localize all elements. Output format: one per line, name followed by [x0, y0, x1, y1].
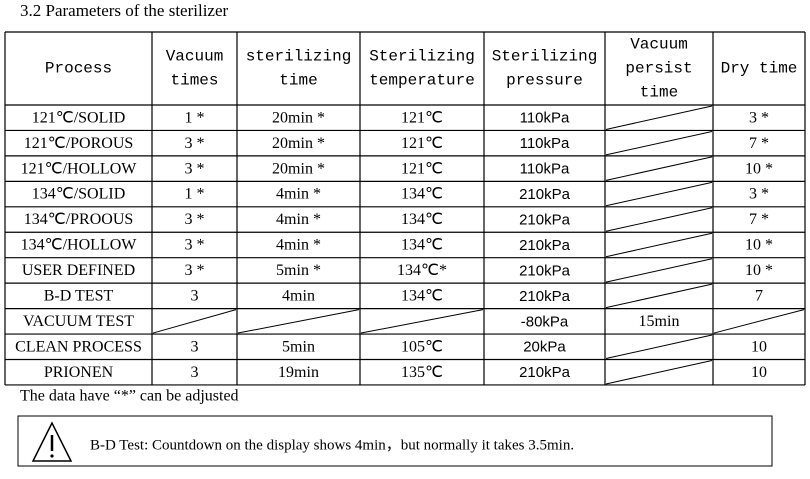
table-cell: 10 *: [745, 262, 773, 279]
table-cell: 15min: [639, 313, 680, 330]
empty-cell-slash: [237, 309, 360, 334]
table-cell: 121℃/SOLID: [32, 109, 126, 126]
table-cell: 7 *: [749, 135, 769, 152]
table-cell: 3 *: [749, 109, 769, 126]
heading: 3.2 Parameters of the sterilizer: [20, 1, 229, 20]
table-cell: 3 *: [185, 237, 205, 254]
header-cell: time: [279, 72, 317, 90]
table-cell: 134℃/SOLID: [32, 186, 126, 203]
empty-cell-slash: [713, 309, 805, 334]
table-cell: 121℃/HOLLOW: [21, 160, 138, 177]
empty-cell-slash: [605, 207, 713, 232]
table-cell: B-D TEST: [44, 288, 114, 305]
table-cell: 10 *: [745, 237, 773, 254]
header-cell: persist: [625, 60, 692, 78]
table-cell: 3 *: [749, 186, 769, 203]
table-cell: 121℃/POROUS: [24, 135, 134, 152]
table-cell: CLEAN PROCESS: [15, 338, 142, 355]
table-cell: 4min *: [276, 186, 321, 203]
table-cell: 121℃: [401, 109, 443, 126]
table-cell: 19min: [278, 364, 319, 381]
table-cell: 1 *: [185, 186, 205, 203]
table-cell: 210kPa: [519, 237, 571, 254]
table-cell: 3 *: [185, 262, 205, 279]
table-cell: 210kPa: [519, 262, 571, 279]
table-cell: 20kPa: [523, 339, 566, 356]
empty-cell-slash: [605, 156, 713, 181]
header-cell: temperature: [369, 72, 475, 90]
table-cell: 3 *: [185, 160, 205, 177]
table-cell: 1 *: [185, 109, 205, 126]
empty-cell-slash: [605, 334, 713, 359]
header-cell: time: [640, 84, 678, 102]
table-cell: 134℃: [401, 186, 443, 203]
table-cell: VACUUM TEST: [23, 313, 134, 330]
header-cell: Process: [45, 60, 112, 78]
table-cell: PRIONEN: [44, 364, 114, 381]
empty-cell-slash: [605, 181, 713, 207]
header-cell: pressure: [506, 72, 583, 90]
table-cell: 4min *: [276, 211, 321, 228]
empty-cell-slash: [605, 360, 713, 385]
table-cell: 20min *: [272, 109, 325, 126]
header-cell: Vacuum: [630, 36, 688, 54]
table-cell: 10: [751, 338, 767, 355]
table-cell: 210kPa: [519, 186, 571, 203]
table-cell: 110kPa: [520, 161, 570, 178]
table-cell: 110kPa: [520, 110, 570, 127]
table-cell: 134℃/HOLLOW: [21, 237, 138, 254]
table-cell: USER DEFINED: [22, 262, 135, 279]
empty-cell-slash: [605, 258, 713, 283]
table-cell: 5min *: [276, 262, 321, 279]
table-cell: 20min *: [272, 160, 325, 177]
warning-box: [17, 415, 773, 467]
table-cell: 7 *: [749, 211, 769, 228]
table-cell: 134℃: [401, 237, 443, 254]
table-cell: 3: [191, 364, 199, 381]
warning-icon: [31, 421, 73, 462]
header-cell: Vacuum: [166, 48, 224, 66]
empty-cell-slash: [152, 309, 237, 334]
table-cell: 4min: [282, 288, 315, 305]
header-cell: sterilizing: [246, 48, 352, 66]
table-cell: 20min *: [272, 135, 325, 152]
table-cell: 3 *: [185, 135, 205, 152]
table-cell: 121℃: [401, 135, 443, 152]
table-cell: -80kPa: [521, 313, 569, 330]
table-cell: 5min: [282, 338, 315, 355]
empty-cell-slash: [605, 283, 713, 309]
note: The data have “*” can be adjusted: [20, 388, 239, 405]
header-cell: times: [170, 72, 218, 90]
empty-cell-slash: [605, 130, 713, 156]
table-cell: 3: [191, 338, 199, 355]
table-cell: 3 *: [185, 211, 205, 228]
table-cell: 135℃: [401, 364, 443, 381]
table-cell: 105℃: [401, 338, 443, 355]
empty-cell-slash: [360, 309, 484, 334]
warning-text: B-D Test: Countdown on the display shows…: [90, 437, 574, 453]
table-cell: 4min *: [276, 237, 321, 254]
table-cell: 10: [751, 364, 767, 381]
table-cell: 7: [755, 288, 763, 305]
table-cell: 10 *: [745, 160, 773, 177]
table-cell: 110kPa: [520, 135, 570, 152]
table-cell: 134℃*: [397, 262, 447, 279]
table-cell: 134℃: [401, 288, 443, 305]
table-cell: 134℃/PROOUS: [24, 211, 134, 228]
header-cell: Dry time: [721, 60, 798, 78]
header-cell: Sterilizing: [492, 48, 598, 66]
table-cell: 210kPa: [519, 288, 571, 305]
table-cell: 3: [191, 288, 199, 305]
header-cell: Sterilizing: [369, 48, 475, 66]
table-cell: 121℃: [401, 160, 443, 177]
table-cell: 210kPa: [519, 211, 571, 228]
table-cell: 210kPa: [519, 364, 571, 381]
empty-cell-slash: [605, 232, 713, 258]
table-cell: 134℃: [401, 211, 443, 228]
empty-cell-slash: [605, 105, 713, 130]
